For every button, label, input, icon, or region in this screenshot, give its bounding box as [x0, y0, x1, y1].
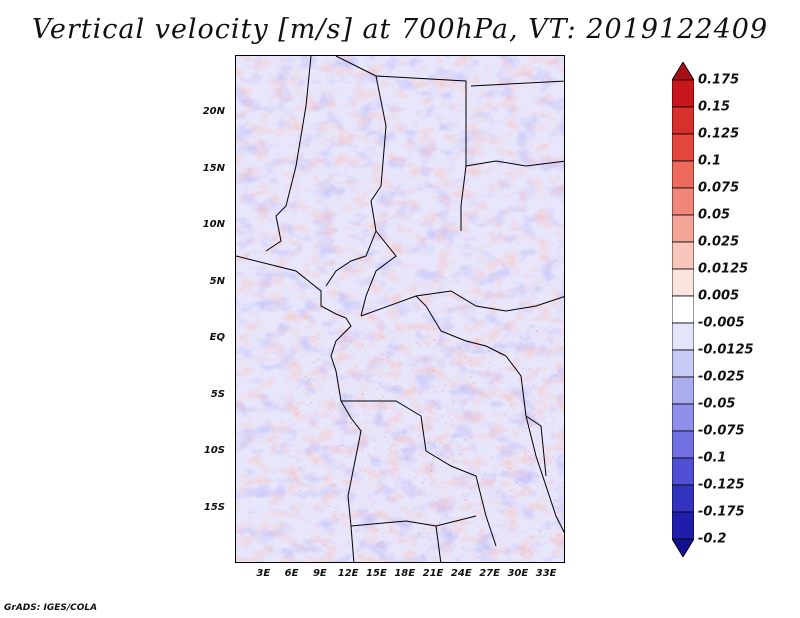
colorbar-swatch — [671, 295, 695, 324]
colorbar-swatch — [671, 160, 695, 189]
lat-label: 10N — [202, 219, 225, 231]
colorbar-label: -0.0125 — [698, 342, 754, 358]
velocity-map — [235, 55, 565, 563]
lon-label: 24E — [450, 568, 472, 579]
border-west — [265, 56, 312, 252]
colorbar-swatch — [671, 484, 695, 513]
colorbar-label: -0.2 — [698, 531, 727, 547]
colorbar-swatch — [671, 430, 695, 459]
colorbar-swatch — [671, 214, 695, 243]
lon-label: 3E — [256, 568, 271, 579]
border-east — [505, 355, 564, 534]
colorbar-swatch — [671, 376, 695, 405]
lon-label: 9E — [312, 568, 327, 579]
velocity-field — [236, 56, 564, 562]
credit-text: GrADS: IGES/COLA — [4, 603, 98, 613]
colorbar-label: -0.025 — [698, 369, 745, 385]
colorbar-swatch — [671, 133, 695, 162]
border-zambia — [435, 525, 442, 562]
lat-label: 5N — [209, 275, 225, 287]
convective-region — [296, 326, 564, 562]
lat-label: EQ — [209, 332, 225, 344]
lon-label: 6E — [284, 568, 299, 579]
border-drc-angola — [341, 400, 497, 547]
border-sudan — [465, 160, 564, 167]
lake-tanganyika — [525, 415, 547, 477]
border-angola-south — [350, 515, 477, 527]
lon-label: 21E — [422, 568, 444, 579]
colorbar-swatch — [671, 457, 695, 486]
colorbar-label: 0.075 — [698, 180, 740, 196]
lat-label: 20N — [202, 106, 225, 118]
lon-label: 27E — [479, 568, 500, 579]
lat-label: 5S — [210, 388, 225, 400]
colorbar-label: 0.005 — [698, 288, 740, 304]
colorbar-swatch — [671, 187, 695, 216]
map-title: Vertical velocity [m/s] at 700hPa, VT: 2… — [31, 14, 769, 45]
colorbar-label: 0.125 — [698, 126, 740, 142]
colorbar-label: -0.175 — [698, 504, 745, 520]
colorbar-swatch — [671, 79, 695, 108]
lat-label: 10S — [203, 445, 225, 457]
lon-label: 15E — [366, 568, 387, 579]
colorbar-label: 0.175 — [698, 72, 740, 88]
lon-label: 18E — [394, 568, 416, 579]
country-borders — [236, 56, 564, 562]
lon-label: 30E — [507, 568, 529, 579]
colorbar-label: 0.1 — [698, 153, 722, 169]
colorbar-swatch — [671, 61, 695, 81]
colorbar — [671, 61, 695, 558]
coastline — [236, 255, 362, 562]
colorbar-label: 0.025 — [698, 234, 740, 250]
border-nigeria — [325, 255, 367, 287]
lat-label: 15N — [202, 162, 225, 174]
colorbar-label: -0.1 — [698, 450, 727, 466]
colorbar-label: 0.0125 — [698, 261, 749, 277]
border-chad-car — [360, 230, 397, 317]
colorbar-label: -0.075 — [698, 423, 745, 439]
border-libya-egypt — [470, 80, 564, 87]
colorbar-label: 0.15 — [698, 99, 731, 115]
colorbar-label: 0.05 — [698, 207, 731, 223]
colorbar-graphic — [671, 61, 695, 558]
border-drc-north — [415, 295, 507, 357]
lon-label: 33E — [535, 568, 557, 579]
colorbar-swatch — [671, 106, 695, 135]
colorbar-label: -0.005 — [698, 315, 745, 331]
colorbar-label: -0.05 — [698, 396, 736, 412]
colorbar-swatch — [671, 268, 695, 297]
lon-label: 12E — [337, 568, 359, 579]
colorbar-swatch — [671, 322, 695, 351]
colorbar-swatch — [671, 538, 695, 558]
colorbar-swatch — [671, 403, 695, 432]
colorbar-swatch — [671, 349, 695, 378]
colorbar-swatch — [671, 511, 695, 540]
colorbar-label: -0.125 — [698, 477, 745, 493]
colorbar-swatch — [671, 241, 695, 270]
lat-label: 15S — [203, 501, 225, 513]
